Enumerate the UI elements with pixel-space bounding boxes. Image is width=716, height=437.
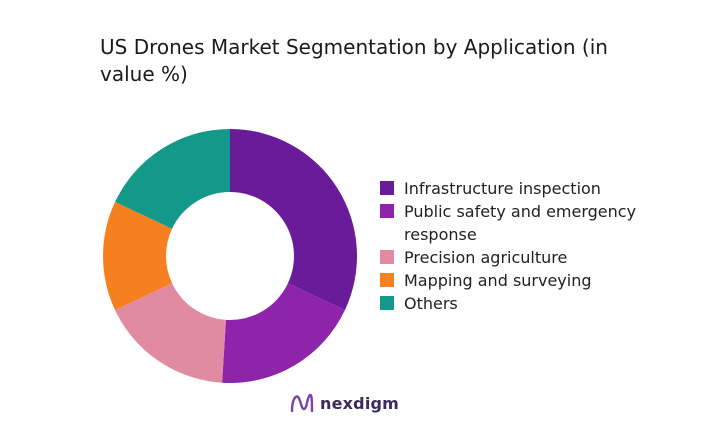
- legend-item: Others: [380, 292, 680, 315]
- legend-label: Others: [404, 294, 458, 313]
- brand-name: nexdigm: [320, 393, 400, 413]
- legend-swatch: [380, 204, 394, 218]
- donut-slice-others: [115, 129, 230, 229]
- legend-swatch: [380, 250, 394, 264]
- chart-legend: Infrastructure inspection Public safety a…: [380, 177, 680, 315]
- donut-slice-infrastructure-inspection: [230, 129, 357, 311]
- legend-swatch: [380, 296, 394, 310]
- legend-item: Infrastructure inspection: [380, 177, 680, 200]
- legend-swatch: [380, 181, 394, 195]
- legend-item: Public safety and emergency response: [380, 200, 680, 246]
- legend-label: Mapping and surveying: [404, 271, 592, 290]
- donut-slice-mapping-and-surveying: [103, 201, 173, 311]
- donut-slice-precision-agriculture: [115, 283, 226, 383]
- legend-label: Public safety and emergency response: [404, 202, 637, 244]
- brand-logo: nexdigm: [289, 390, 399, 416]
- chart-title: US Drones Market Segmentation by Applica…: [100, 35, 608, 86]
- legend-label: Precision agriculture: [404, 248, 568, 267]
- nexdigm-logo-icon: [290, 393, 314, 413]
- legend-swatch: [380, 273, 394, 287]
- legend-label: Infrastructure inspection: [404, 179, 601, 198]
- legend-item: Mapping and surveying: [380, 269, 680, 292]
- donut-slice-public-safety-and-emergency-response: [222, 283, 345, 383]
- legend-item: Precision agriculture: [380, 246, 680, 269]
